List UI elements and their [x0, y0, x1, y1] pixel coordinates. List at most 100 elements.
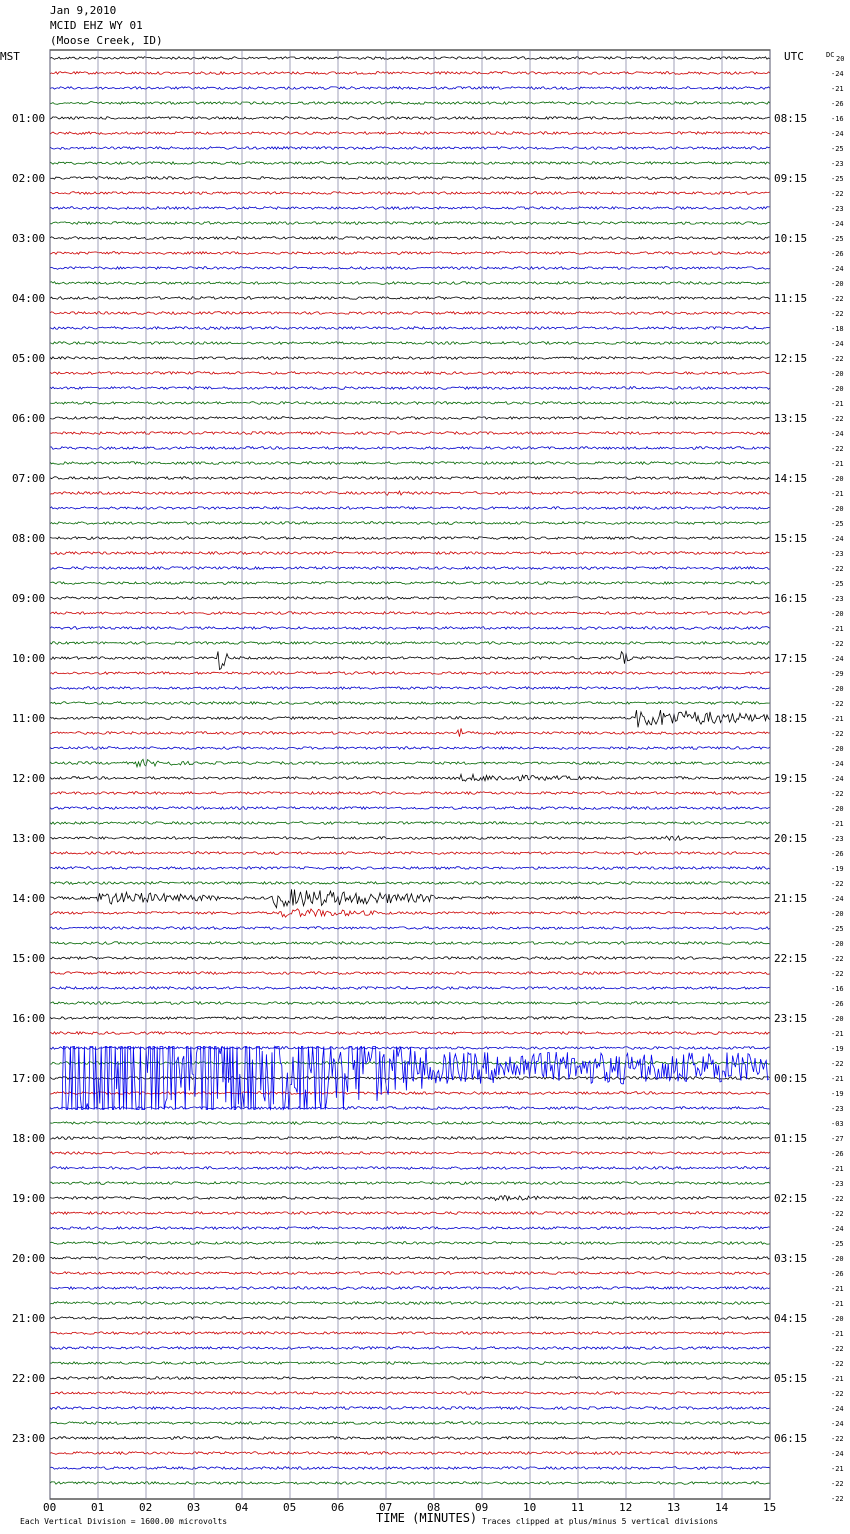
x-axis-title: TIME (MINUTES) — [376, 1511, 478, 1525]
dc-offset-label: -23 — [831, 160, 844, 168]
trace-line — [49, 86, 771, 90]
dc-offset-label: -21 — [831, 1375, 844, 1383]
trace-line — [49, 1241, 771, 1245]
trace-line — [49, 1016, 771, 1021]
mst-hour-label: 13:00 — [12, 832, 45, 845]
trace-line — [49, 280, 771, 285]
dc-offset-label: -21 — [831, 625, 844, 633]
utc-hour-label: 11:15 — [774, 292, 807, 305]
mst-hour-label: 03:00 — [12, 232, 45, 245]
dc-title: DC — [826, 51, 835, 59]
dc-offset-label: -24 — [831, 70, 844, 78]
dc-offset-label: -24 — [831, 1450, 844, 1458]
dc-offset-label: -27 — [831, 1135, 844, 1143]
dc-offset-label: -21 — [831, 490, 844, 498]
trace-line — [49, 835, 771, 842]
mst-hour-label: 11:00 — [12, 712, 45, 725]
mst-hour-label: 20:00 — [12, 1252, 45, 1265]
dc-offset-label: -22 — [831, 880, 844, 888]
trace-line — [49, 772, 771, 782]
x-tick-label: 12 — [619, 1501, 632, 1514]
trace-line — [49, 356, 771, 361]
x-tick-label: 08 — [427, 1501, 440, 1514]
trace-line — [49, 1106, 771, 1111]
dc-offset-label: -26 — [831, 100, 844, 108]
dc-offset-label: -21 — [831, 1300, 844, 1308]
dc-offset-label: -16 — [831, 115, 844, 123]
dc-offset-label: -23 — [831, 550, 844, 558]
x-tick-label: 15 — [763, 1501, 776, 1514]
dc-offset-label: -20 — [831, 940, 844, 948]
trace-line — [49, 1331, 771, 1336]
dc-offset-label: -21 — [831, 1075, 844, 1083]
x-tick-label: 00 — [43, 1501, 56, 1514]
trace-line — [49, 266, 771, 270]
dc-offset-label: -22 — [831, 955, 844, 963]
dc-offset-label: -23 — [831, 1180, 844, 1188]
dc-offset-label: -20 — [831, 1015, 844, 1023]
dc-offset-label: -22 — [831, 640, 844, 648]
dc-offset-label: -26 — [831, 1000, 844, 1008]
x-tick-label: 07 — [379, 1501, 392, 1514]
right-axis-title: UTC — [784, 50, 804, 63]
x-tick-label: 06 — [331, 1501, 344, 1514]
trace-line — [49, 1481, 770, 1485]
dc-offset-label: -24 — [831, 535, 844, 543]
dc-offset-label: -21 — [831, 1030, 844, 1038]
x-tick-label: 02 — [139, 1501, 152, 1514]
dc-offset-label: -24 — [831, 1225, 844, 1233]
dc-offset-label: -20 — [831, 475, 844, 483]
trace-line — [49, 889, 771, 909]
mst-hour-label: 22:00 — [12, 1372, 45, 1385]
dc-offset-label: -24 — [831, 895, 844, 903]
dc-offset-label: -24 — [831, 265, 844, 273]
dc-offset-label: -21 — [831, 1165, 844, 1173]
dc-offset-label: -22 — [831, 295, 844, 303]
dc-offset-label: -20 — [831, 805, 844, 813]
trace-line — [49, 940, 771, 945]
trace-line — [49, 1151, 771, 1155]
dc-offset-label: -21 — [831, 1330, 844, 1338]
trace-line — [49, 1376, 771, 1380]
seismic-traces — [49, 56, 771, 1485]
dc-offset-label: -29 — [831, 670, 844, 678]
trace-line — [49, 1211, 771, 1216]
dc-offset-label: -22 — [831, 355, 844, 363]
utc-hour-label: 15:15 — [774, 532, 807, 545]
dc-offset-label: -24 — [831, 340, 844, 348]
mst-hour-label: 04:00 — [12, 292, 45, 305]
dc-offset-label: -22 — [831, 1060, 844, 1068]
mst-hour-label: 06:00 — [12, 412, 45, 425]
trace-line — [49, 311, 771, 315]
utc-hour-label: 20:15 — [774, 832, 807, 845]
trace-line — [49, 971, 771, 975]
dc-offset-label: -22 — [831, 790, 844, 798]
trace-line — [49, 700, 771, 706]
mst-hour-label: 10:00 — [12, 652, 45, 665]
header-location: (Moose Creek, ID) — [50, 34, 163, 47]
utc-hour-label: 19:15 — [774, 772, 807, 785]
dc-offset-label: -25 — [831, 235, 844, 243]
trace-line — [49, 1271, 771, 1276]
dc-offset-label: -23 — [831, 835, 844, 843]
dc-offset-label: -24 — [831, 775, 844, 783]
dc-offset-label: -20 — [831, 385, 844, 393]
dc-offset-label: -20 — [831, 370, 844, 378]
trace-line — [49, 985, 771, 990]
trace-line — [49, 551, 771, 556]
utc-hour-label: 09:15 — [774, 172, 807, 185]
dc-offset-label: -21 — [831, 400, 844, 408]
trace-line — [49, 790, 771, 796]
dc-offset-label: -22 — [831, 310, 844, 318]
trace-line — [49, 746, 771, 751]
trace-line — [49, 131, 771, 135]
dc-offset-label: -21 — [831, 85, 844, 93]
trace-line — [49, 416, 771, 421]
trace-line — [49, 821, 771, 825]
mst-hour-label: 19:00 — [12, 1192, 45, 1205]
mst-hour-label: 21:00 — [12, 1312, 45, 1325]
dc-offset-label: -24 — [831, 430, 844, 438]
footer-scale: Each Vertical Division = 1600.00 microvo… — [20, 1517, 228, 1526]
dc-offset-label: -22 — [831, 1435, 844, 1443]
dc-offset-label: -18 — [831, 325, 844, 333]
